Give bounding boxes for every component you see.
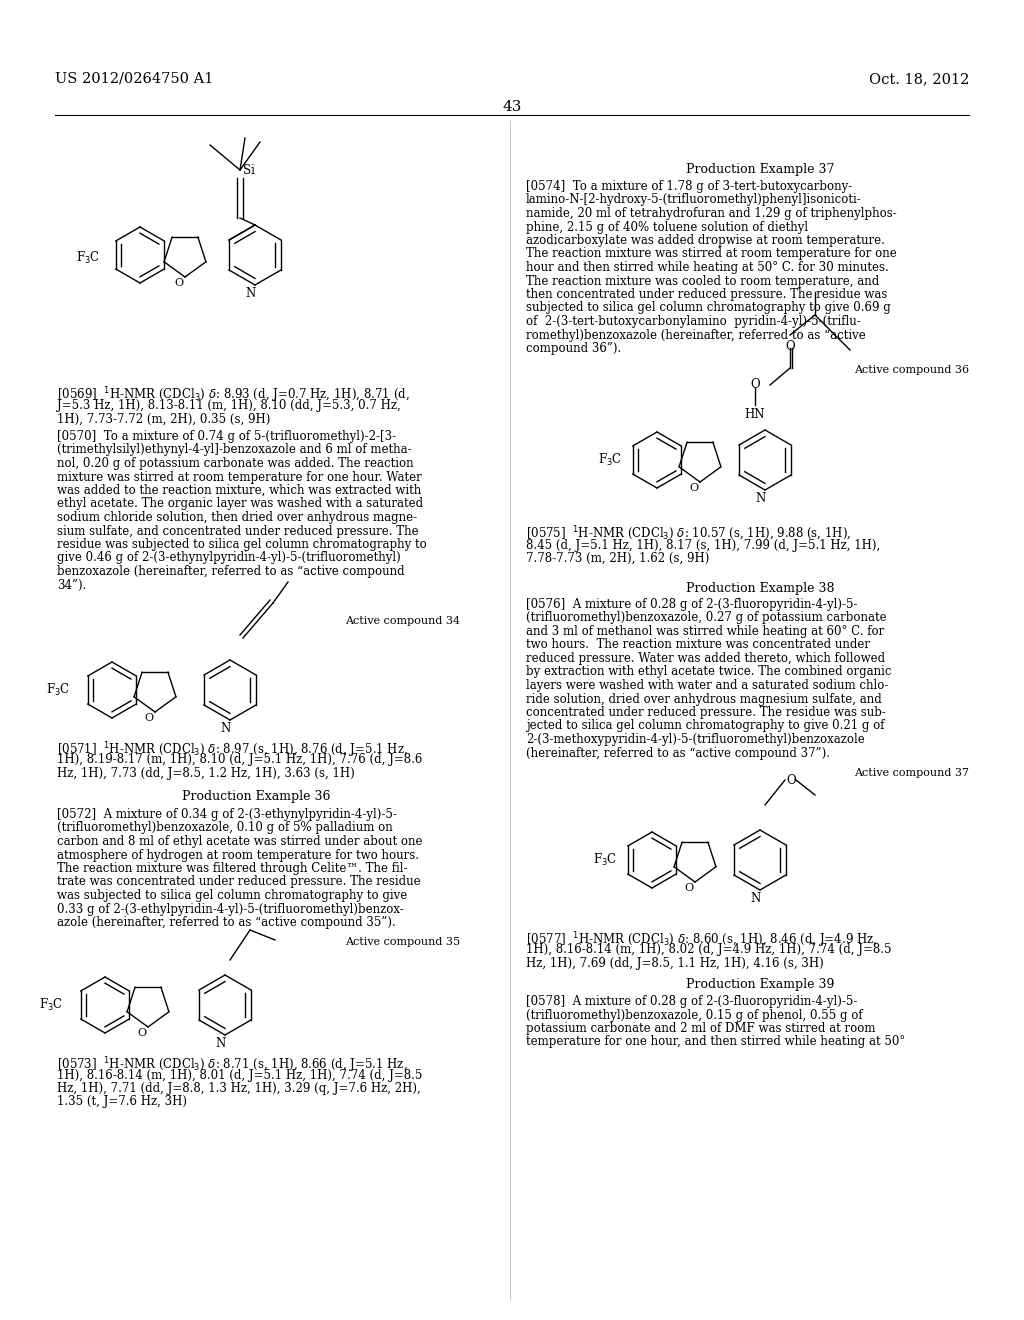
Text: O: O (786, 774, 796, 787)
Text: HN: HN (744, 408, 765, 421)
Text: ethyl acetate. The organic layer was washed with a saturated: ethyl acetate. The organic layer was was… (57, 498, 423, 511)
Text: F$_3$C: F$_3$C (598, 451, 622, 469)
Text: 1H), 8.16-8.14 (m, 1H), 8.01 (d, J=5.1 Hz, 1H), 7.74 (d, J=8.5: 1H), 8.16-8.14 (m, 1H), 8.01 (d, J=5.1 H… (57, 1068, 422, 1081)
Text: temperature for one hour, and then stirred while heating at 50°: temperature for one hour, and then stirr… (526, 1035, 905, 1048)
Text: and 3 ml of methanol was stirred while heating at 60° C. for: and 3 ml of methanol was stirred while h… (526, 624, 885, 638)
Text: 1H), 7.73-7.72 (m, 2H), 0.35 (s, 9H): 1H), 7.73-7.72 (m, 2H), 0.35 (s, 9H) (57, 413, 270, 426)
Text: Hz, 1H), 7.71 (dd, J=8.8, 1.3 Hz, 1H), 3.29 (q, J=7.6 Hz, 2H),: Hz, 1H), 7.71 (dd, J=8.8, 1.3 Hz, 1H), 3… (57, 1082, 421, 1096)
Text: phine, 2.15 g of 40% toluene solution of diethyl: phine, 2.15 g of 40% toluene solution of… (526, 220, 808, 234)
Text: give 0.46 g of 2-(3-ethynylpyridin-4-yl)-5-(trifluoromethyl): give 0.46 g of 2-(3-ethynylpyridin-4-yl)… (57, 552, 400, 565)
Text: hour and then stirred while heating at 50° C. for 30 minutes.: hour and then stirred while heating at 5… (526, 261, 889, 275)
Text: Hz, 1H), 7.73 (dd, J=8.5, 1.2 Hz, 1H), 3.63 (s, 1H): Hz, 1H), 7.73 (dd, J=8.5, 1.2 Hz, 1H), 3… (57, 767, 354, 780)
Text: azodicarboxylate was added dropwise at room temperature.: azodicarboxylate was added dropwise at r… (526, 234, 885, 247)
Text: sium sulfate, and concentrated under reduced pressure. The: sium sulfate, and concentrated under red… (57, 524, 419, 537)
Text: Hz, 1H), 7.69 (dd, J=8.5, 1.1 Hz, 1H), 4.16 (s, 3H): Hz, 1H), 7.69 (dd, J=8.5, 1.1 Hz, 1H), 4… (526, 957, 823, 970)
Text: [0578]  A mixture of 0.28 g of 2-(3-fluoropyridin-4-yl)-5-: [0578] A mixture of 0.28 g of 2-(3-fluor… (526, 995, 857, 1008)
Text: 7.78-7.73 (m, 2H), 1.62 (s, 9H): 7.78-7.73 (m, 2H), 1.62 (s, 9H) (526, 552, 710, 565)
Text: trate was concentrated under reduced pressure. The residue: trate was concentrated under reduced pre… (57, 875, 421, 888)
Text: (trifluoromethyl)benzoxazole, 0.10 g of 5% palladium on: (trifluoromethyl)benzoxazole, 0.10 g of … (57, 821, 393, 834)
Text: atmosphere of hydrogen at room temperature for two hours.: atmosphere of hydrogen at room temperatu… (57, 849, 419, 862)
Text: concentrated under reduced pressure. The residue was sub-: concentrated under reduced pressure. The… (526, 706, 886, 719)
Text: compound 36”).: compound 36”). (526, 342, 622, 355)
Text: carbon and 8 ml of ethyl acetate was stirred under about one: carbon and 8 ml of ethyl acetate was sti… (57, 836, 423, 847)
Text: reduced pressure. Water was added thereto, which followed: reduced pressure. Water was added theret… (526, 652, 885, 665)
Text: 1H), 8.19-8.17 (m, 1H), 8.10 (d, J=5.1 Hz, 1H), 7.76 (d, J=8.6: 1H), 8.19-8.17 (m, 1H), 8.10 (d, J=5.1 H… (57, 754, 422, 767)
Text: O: O (144, 713, 154, 723)
Text: potassium carbonate and 2 ml of DMF was stirred at room: potassium carbonate and 2 ml of DMF was … (526, 1022, 876, 1035)
Text: lamino-N-[2-hydroxy-5-(trifluoromethyl)phenyl]isonicoti-: lamino-N-[2-hydroxy-5-(trifluoromethyl)p… (526, 194, 862, 206)
Text: F$_3$C: F$_3$C (46, 682, 70, 698)
Text: Active compound 37: Active compound 37 (854, 768, 969, 777)
Text: romethyl)benzoxazole (hereinafter, referred to as “active: romethyl)benzoxazole (hereinafter, refer… (526, 329, 865, 342)
Text: (trifluoromethyl)benzoxazole, 0.15 g of phenol, 0.55 g of: (trifluoromethyl)benzoxazole, 0.15 g of … (526, 1008, 862, 1022)
Text: N: N (216, 1038, 226, 1049)
Text: Production Example 36: Production Example 36 (181, 789, 331, 803)
Text: 43: 43 (503, 100, 521, 114)
Text: J=5.3 Hz, 1H), 8.13-8.11 (m, 1H), 8.10 (dd, J=5.3, 0.7 Hz,: J=5.3 Hz, 1H), 8.13-8.11 (m, 1H), 8.10 (… (57, 399, 400, 412)
Text: N: N (756, 492, 766, 506)
Text: (trimethylsilyl)ethynyl-4-yl]-benzoxazole and 6 ml of metha-: (trimethylsilyl)ethynyl-4-yl]-benzoxazol… (57, 444, 412, 457)
Text: then concentrated under reduced pressure. The residue was: then concentrated under reduced pressure… (526, 288, 888, 301)
Text: O: O (684, 883, 693, 894)
Text: residue was subjected to silica gel column chromatography to: residue was subjected to silica gel colu… (57, 539, 427, 550)
Text: 1.35 (t, J=7.6 Hz, 3H): 1.35 (t, J=7.6 Hz, 3H) (57, 1096, 187, 1109)
Text: O: O (689, 483, 698, 492)
Text: [0574]  To a mixture of 1.78 g of 3-tert-butoxycarbony-: [0574] To a mixture of 1.78 g of 3-tert-… (526, 180, 852, 193)
Text: benzoxazole (hereinafter, referred to as “active compound: benzoxazole (hereinafter, referred to as… (57, 565, 404, 578)
Text: [0569]  $^1$H-NMR (CDCl$_3$) $\delta$: 8.93 (d, J=0.7 Hz, 1H), 8.71 (d,: [0569] $^1$H-NMR (CDCl$_3$) $\delta$: 8.… (57, 385, 410, 405)
Text: O: O (785, 341, 795, 352)
Text: Production Example 37: Production Example 37 (686, 162, 835, 176)
Text: (hereinafter, referred to as “active compound 37”).: (hereinafter, referred to as “active com… (526, 747, 830, 759)
Text: Active compound 34: Active compound 34 (345, 616, 460, 626)
Text: [0575]  $^1$H-NMR (CDCl$_3$) $\delta$: 10.57 (s, 1H), 9.88 (s, 1H),: [0575] $^1$H-NMR (CDCl$_3$) $\delta$: 10… (526, 525, 851, 543)
Text: Production Example 39: Production Example 39 (686, 978, 835, 991)
Text: Si: Si (243, 164, 255, 177)
Text: Oct. 18, 2012: Oct. 18, 2012 (868, 73, 969, 86)
Text: 34”).: 34”). (57, 578, 86, 591)
Text: (trifluoromethyl)benzoxazole, 0.27 g of potassium carbonate: (trifluoromethyl)benzoxazole, 0.27 g of … (526, 611, 887, 624)
Text: F$_3$C: F$_3$C (39, 997, 63, 1012)
Text: F$_3$C: F$_3$C (76, 249, 100, 267)
Text: [0571]  $^1$H-NMR (CDCl$_3$) $\delta$: 8.97 (s, 1H), 8.76 (d, J=5.1 Hz,: [0571] $^1$H-NMR (CDCl$_3$) $\delta$: 8.… (57, 741, 408, 759)
Text: nol, 0.20 g of potassium carbonate was added. The reaction: nol, 0.20 g of potassium carbonate was a… (57, 457, 414, 470)
Text: azole (hereinafter, referred to as “active compound 35”).: azole (hereinafter, referred to as “acti… (57, 916, 395, 929)
Text: 2-(3-methoxypyridin-4-yl)-5-(trifluoromethyl)benzoxazole: 2-(3-methoxypyridin-4-yl)-5-(trifluorome… (526, 733, 864, 746)
Text: was added to the reaction mixture, which was extracted with: was added to the reaction mixture, which… (57, 484, 421, 498)
Text: N: N (751, 892, 761, 906)
Text: of  2-(3-tert-butoxycarbonylamino  pyridin-4-yl)-5-(triflu-: of 2-(3-tert-butoxycarbonylamino pyridin… (526, 315, 861, 327)
Text: two hours.  The reaction mixture was concentrated under: two hours. The reaction mixture was conc… (526, 639, 870, 652)
Text: sodium chloride solution, then dried over anhydrous magne-: sodium chloride solution, then dried ove… (57, 511, 417, 524)
Text: [0576]  A mixture of 0.28 g of 2-(3-fluoropyridin-4-yl)-5-: [0576] A mixture of 0.28 g of 2-(3-fluor… (526, 598, 857, 611)
Text: [0577]  $^1$H-NMR (CDCl$_3$) $\delta$: 8.60 (s, 1H), 8.46 (d, J=4.9 Hz,: [0577] $^1$H-NMR (CDCl$_3$) $\delta$: 8.… (526, 931, 878, 949)
Text: [0572]  A mixture of 0.34 g of 2-(3-ethynylpyridin-4-yl)-5-: [0572] A mixture of 0.34 g of 2-(3-ethyn… (57, 808, 397, 821)
Text: Active compound 35: Active compound 35 (345, 937, 460, 946)
Text: US 2012/0264750 A1: US 2012/0264750 A1 (55, 73, 213, 86)
Text: layers were washed with water and a saturated sodium chlo-: layers were washed with water and a satu… (526, 678, 889, 692)
Text: N: N (221, 722, 231, 735)
Text: mixture was stirred at room temperature for one hour. Water: mixture was stirred at room temperature … (57, 470, 422, 483)
Text: Production Example 38: Production Example 38 (686, 582, 835, 595)
Text: 0.33 g of 2-(3-ethylpyridin-4-yl)-5-(trifluoromethyl)benzox-: 0.33 g of 2-(3-ethylpyridin-4-yl)-5-(tri… (57, 903, 403, 916)
Text: subjected to silica gel column chromatography to give 0.69 g: subjected to silica gel column chromatog… (526, 301, 891, 314)
Text: by extraction with ethyl acetate twice. The combined organic: by extraction with ethyl acetate twice. … (526, 665, 892, 678)
Text: 1H), 8.16-8.14 (m, 1H), 8.02 (d, J=4.9 Hz, 1H), 7.74 (d, J=8.5: 1H), 8.16-8.14 (m, 1H), 8.02 (d, J=4.9 H… (526, 944, 892, 957)
Text: The reaction mixture was filtered through Celite™. The fil-: The reaction mixture was filtered throug… (57, 862, 408, 875)
Text: namide, 20 ml of tetrahydrofuran and 1.29 g of triphenylphos-: namide, 20 ml of tetrahydrofuran and 1.2… (526, 207, 897, 220)
Text: The reaction mixture was cooled to room temperature, and: The reaction mixture was cooled to room … (526, 275, 880, 288)
Text: [0570]  To a mixture of 0.74 g of 5-(trifluoromethyl)-2-[3-: [0570] To a mixture of 0.74 g of 5-(trif… (57, 430, 396, 444)
Text: F$_3$C: F$_3$C (593, 851, 617, 869)
Text: Active compound 36: Active compound 36 (854, 366, 969, 375)
Text: The reaction mixture was stirred at room temperature for one: The reaction mixture was stirred at room… (526, 248, 897, 260)
Text: jected to silica gel column chromatography to give 0.21 g of: jected to silica gel column chromatograp… (526, 719, 885, 733)
Text: was subjected to silica gel column chromatography to give: was subjected to silica gel column chrom… (57, 888, 408, 902)
Text: N: N (246, 286, 256, 300)
Text: O: O (751, 378, 760, 391)
Text: 8.45 (d, J=5.1 Hz, 1H), 8.17 (s, 1H), 7.99 (d, J=5.1 Hz, 1H),: 8.45 (d, J=5.1 Hz, 1H), 8.17 (s, 1H), 7.… (526, 539, 881, 552)
Text: O: O (174, 279, 183, 288)
Text: [0573]  $^1$H-NMR (CDCl$_3$) $\delta$: 8.71 (s, 1H), 8.66 (d, J=5.1 Hz,: [0573] $^1$H-NMR (CDCl$_3$) $\delta$: 8.… (57, 1055, 408, 1074)
Text: O: O (137, 1028, 146, 1038)
Text: ride solution, dried over anhydrous magnesium sulfate, and: ride solution, dried over anhydrous magn… (526, 693, 882, 705)
